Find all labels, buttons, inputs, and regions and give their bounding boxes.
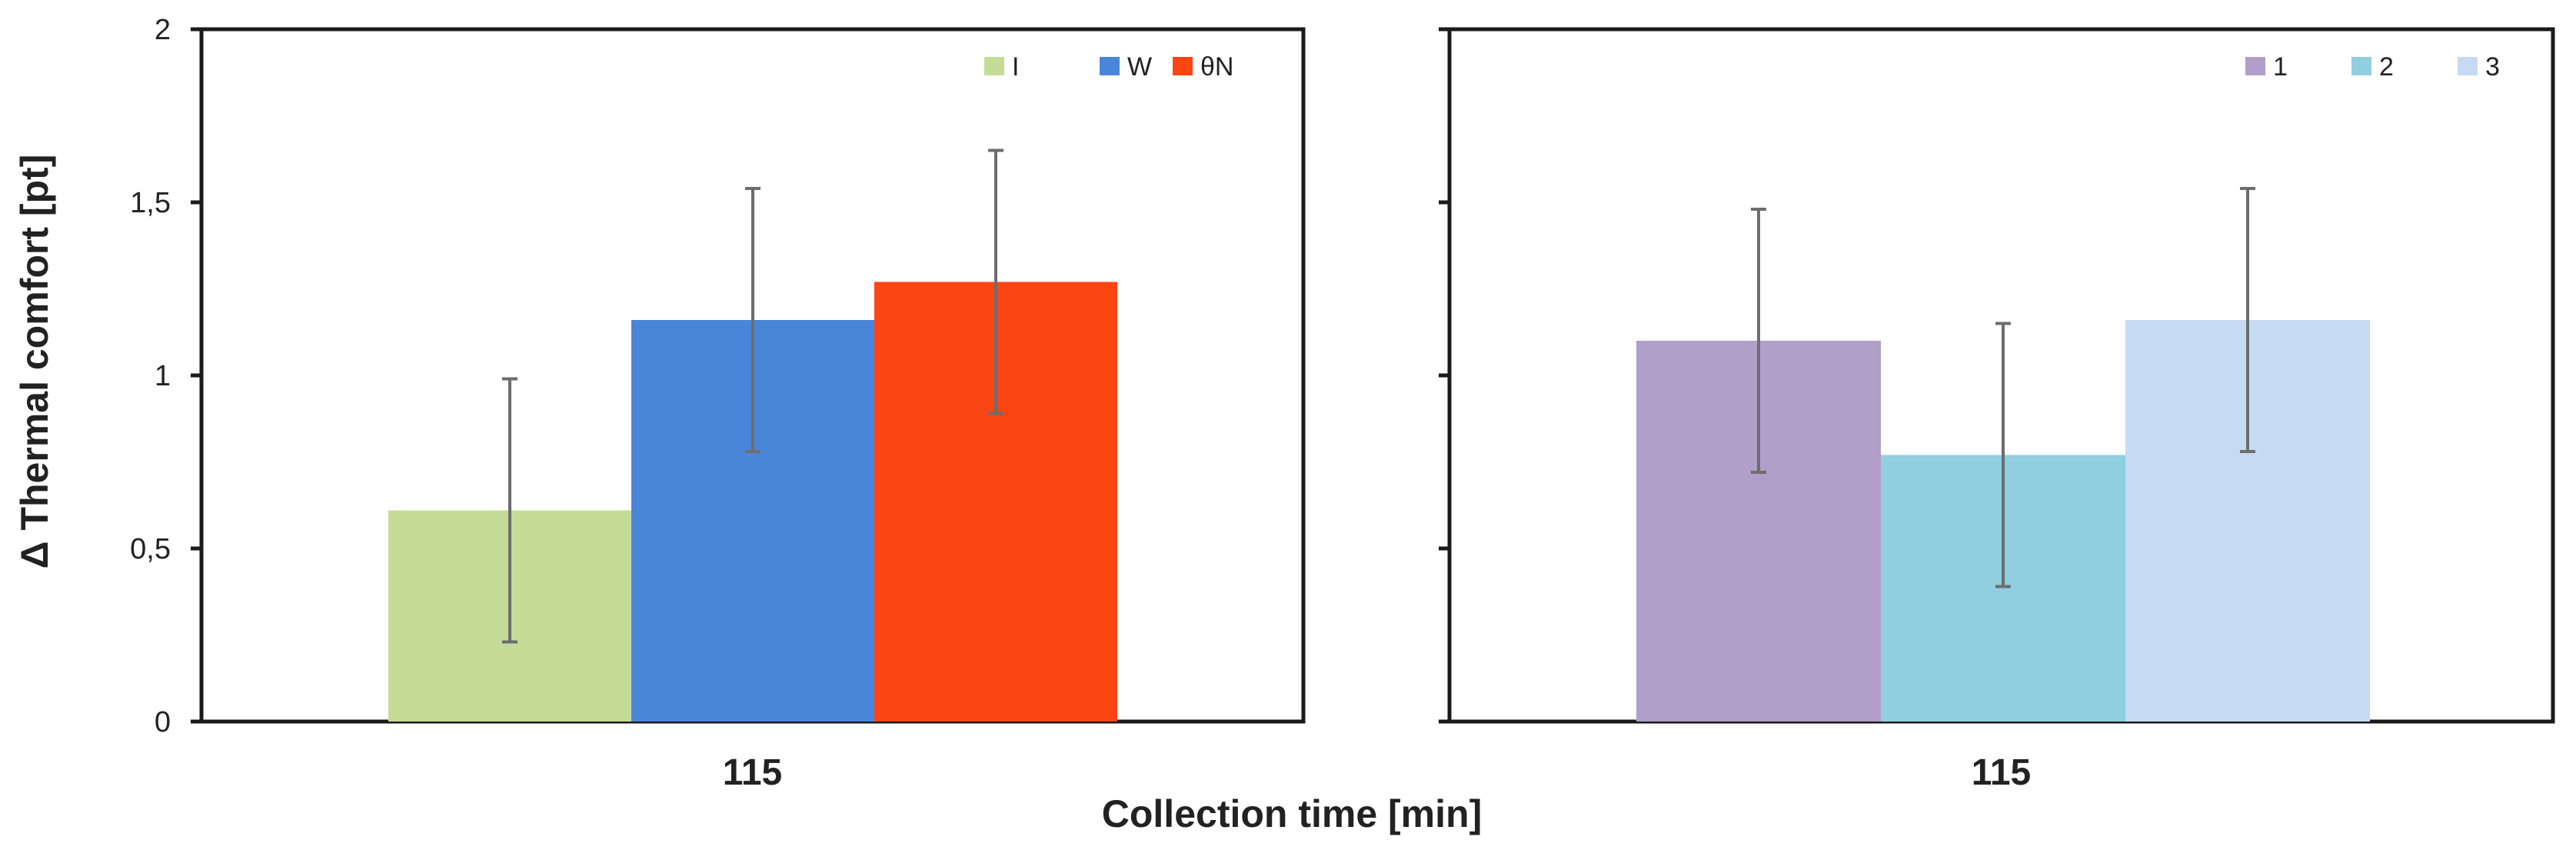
legend-swatch-1 — [2245, 57, 2265, 75]
legend-label-I: I — [1012, 52, 1019, 82]
legend-label-2: 2 — [2379, 52, 2394, 82]
y-tick-label: 1,5 — [130, 187, 171, 219]
y-tick-label: 0,5 — [130, 533, 171, 565]
x-category-label: 115 — [1972, 752, 2031, 793]
y-tick-label: 1 — [155, 360, 171, 392]
legend-label-θN: θN — [1200, 52, 1233, 82]
x-category-label: 115 — [723, 752, 782, 793]
legend-swatch-θN — [1173, 57, 1193, 75]
legend-swatch-2 — [2351, 57, 2371, 75]
legend-label-W: W — [1127, 52, 1152, 82]
legend-label-3: 3 — [2485, 52, 2500, 82]
y-tick-label: 2 — [155, 14, 171, 46]
legend-label-1: 1 — [2273, 52, 2288, 82]
y-axis-label: Δ Thermal comfort [pt] — [13, 155, 56, 569]
chart-panel-2: 115 1 2 3 — [1439, 27, 2555, 793]
y-tick-label: 0 — [155, 706, 171, 738]
x-axis-label: Collection time [min] — [1102, 792, 1482, 835]
legend-swatch-I — [984, 57, 1004, 75]
legend-swatch-3 — [2458, 57, 2478, 75]
legend-swatch-W — [1100, 57, 1120, 75]
